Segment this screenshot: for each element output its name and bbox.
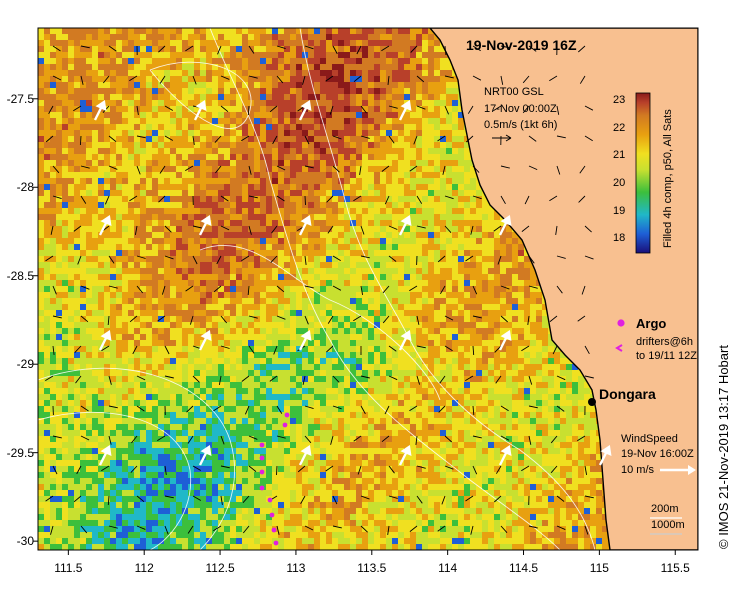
colorbar-tick-label: 20 bbox=[613, 177, 626, 190]
drifter-legend-symbol bbox=[615, 344, 623, 352]
dongara-marker bbox=[588, 398, 596, 406]
argo-legend-line1: drifters@6h bbox=[636, 336, 694, 348]
wind-legend-line1: WindSpeed bbox=[621, 433, 678, 445]
wind-legend-line2: 19-Nov 16:00Z bbox=[621, 448, 694, 460]
argo-legend-title: Argo bbox=[636, 316, 667, 331]
lon-tick-label: 114.5 bbox=[508, 561, 539, 575]
colorbar-tick-label: 22 bbox=[613, 121, 626, 134]
lon-tick-label: 111.5 bbox=[54, 561, 83, 575]
colorbar-tick-label: 19 bbox=[613, 204, 626, 217]
map-frame bbox=[37, 27, 699, 551]
contour-200-label: 200m bbox=[651, 503, 679, 515]
current-legend-line3: 0.5m/s (1kt 6h) bbox=[484, 119, 558, 131]
current-vectors bbox=[45, 45, 594, 535]
argo-legend-symbol bbox=[617, 319, 625, 327]
lon-tick-label: 112.5 bbox=[205, 561, 235, 575]
colorbar-label: Filled 4h comp, p50, All Sats bbox=[662, 109, 674, 248]
lon-tick-label: 115 bbox=[589, 561, 609, 575]
current-legend-line2: 17-Nov 00:00Z bbox=[484, 103, 557, 115]
imos-credit: © IMOS 21-Nov-2019 13:17 Hobart bbox=[716, 345, 731, 549]
colorbar-tick-label: 23 bbox=[613, 94, 626, 107]
lat-tick-label: -28 bbox=[16, 180, 34, 195]
colorbar bbox=[635, 92, 651, 254]
argo-drifter-track bbox=[259, 412, 290, 546]
colorbar-tick-label: 18 bbox=[613, 232, 626, 245]
current-legend-line1: NRT00 GSL bbox=[484, 86, 544, 98]
wind-vectors bbox=[93, 99, 612, 466]
colorbar-tick-label: 21 bbox=[613, 149, 626, 162]
lon-tick-label: 112 bbox=[134, 561, 154, 575]
contour-1000-label: 1000m bbox=[651, 519, 685, 531]
lon-tick-label: 115.5 bbox=[660, 561, 690, 575]
lat-tick-label: -29 bbox=[16, 357, 34, 372]
lat-tick-label: -27.5 bbox=[6, 91, 34, 106]
map-date-title: 19-Nov-2019 16Z bbox=[466, 37, 577, 53]
land-mass bbox=[429, 28, 698, 550]
lon-tick-label: 113 bbox=[286, 561, 306, 575]
wind-legend-line3: 10 m/s bbox=[621, 464, 655, 476]
dongara-label: Dongara bbox=[599, 386, 656, 402]
lon-tick-label: 114 bbox=[438, 561, 458, 575]
lat-tick-label: -30 bbox=[16, 534, 34, 549]
argo-legend-line2: to 19/11 12Z bbox=[636, 350, 697, 362]
lat-tick-label: -28.5 bbox=[6, 268, 34, 283]
lon-tick-label: 113.5 bbox=[357, 561, 387, 575]
lat-tick-label: -29.5 bbox=[6, 445, 34, 460]
